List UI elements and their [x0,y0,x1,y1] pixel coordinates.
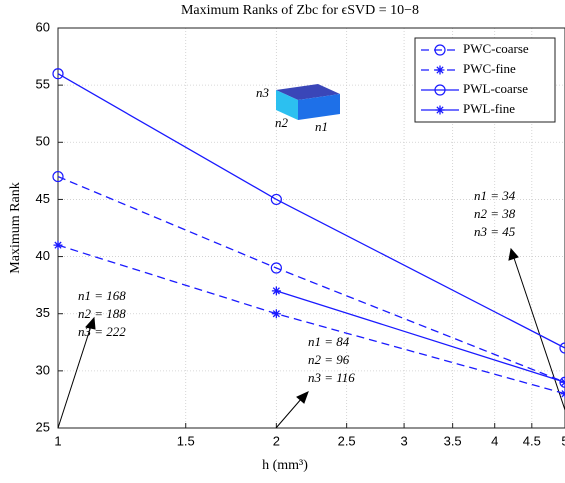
inset-label: n2 [275,115,289,130]
annotation: n1 = 168 [78,288,126,303]
legend-label: PWC-fine [463,61,516,76]
y-tick-label: 25 [36,419,50,434]
annotation: n1 = 34 [474,188,516,203]
x-tick-label: 1.5 [177,433,195,448]
y-tick-label: 45 [36,191,50,206]
chart-title: Maximum Ranks of Zbc for ϵSVD = 10−8 [181,3,419,18]
y-tick-label: 40 [36,248,50,263]
legend-label: PWC-coarse [463,41,529,56]
y-tick-label: 60 [36,19,50,34]
marker [54,241,63,250]
y-tick-label: 55 [36,77,50,92]
annotation: n1 = 84 [308,334,350,349]
x-tick-label: 2 [273,433,280,448]
x-tick-label: 4.5 [523,433,541,448]
y-tick-label: 50 [36,134,50,149]
legend-label: PWL-coarse [463,81,528,96]
annotation: n2 = 96 [308,352,350,367]
x-tick-label: 4 [491,433,498,448]
y-tick-label: 30 [36,362,50,377]
annotation: n3 = 45 [474,224,516,239]
x-tick-label: 3 [400,433,407,448]
x-tick-label: 2.5 [338,433,356,448]
x-tick-label: 3.5 [444,433,462,448]
annotation: n2 = 188 [78,306,126,321]
y-axis-label: Maximum Rank [8,182,23,273]
legend: PWC-coarse PWC-fine PWL-coarse PWL-fine [415,38,555,122]
x-axis-label: h (mm³) [262,458,308,473]
marker [272,286,281,295]
inset-label: n3 [256,85,270,100]
y-tick-label: 35 [36,305,50,320]
annotation: n3 = 116 [308,370,355,385]
legend-label: PWL-fine [463,101,515,116]
annotation: n2 = 38 [474,206,516,221]
marker [272,309,281,318]
inset-label: n1 [315,119,328,134]
marker [436,66,445,75]
annotation: n3 = 222 [78,324,126,339]
x-tick-label: 1 [54,433,61,448]
marker [436,106,445,115]
x-tick-label: 5 [561,433,565,448]
chart: Maximum Ranks of Zbc for ϵSVD = 10−8 h (… [0,0,565,483]
